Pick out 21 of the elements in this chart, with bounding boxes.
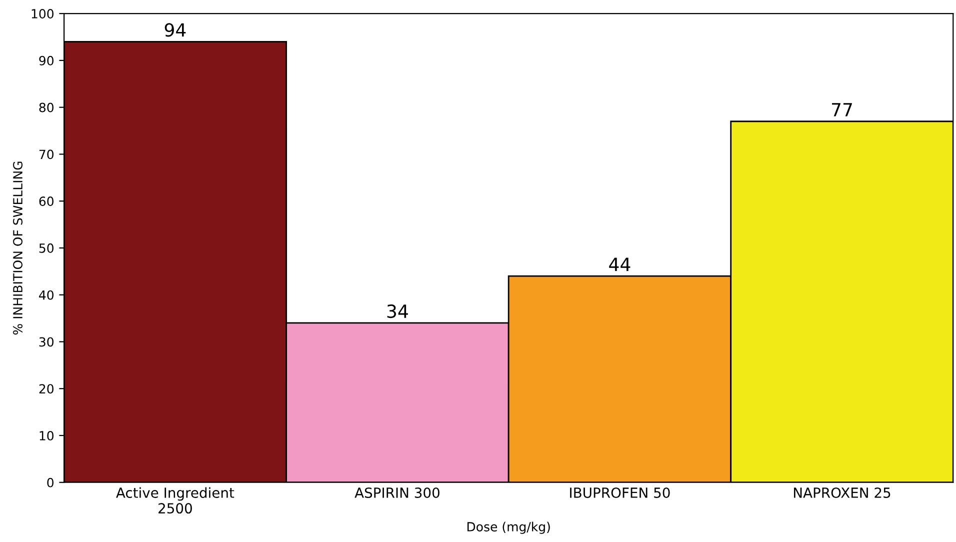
x-axis-title: Dose (mg/kg) xyxy=(467,522,550,534)
y-tick-label: 50 xyxy=(39,243,54,253)
x-tick-label: IBUPROFEN 50 xyxy=(570,487,670,498)
y-tick-label: 80 xyxy=(39,102,54,112)
y-tick-label: 10 xyxy=(40,430,54,440)
y-tick-label: 70 xyxy=(39,150,54,160)
y-tick-label: 60 xyxy=(39,196,54,206)
x-tick-label: NAPROXEN 25 xyxy=(794,487,890,498)
y-tick-label: 90 xyxy=(39,56,54,66)
data-label: 34 xyxy=(387,304,408,318)
data-label: 94 xyxy=(164,23,186,37)
y-tick-label: 100 xyxy=(32,9,54,18)
y-tick-label: 40 xyxy=(39,290,54,300)
y-axis-title: % INHIBITION OF SWELLING xyxy=(13,162,22,335)
x-tick-label: Active Ingredient 2500 xyxy=(116,487,234,514)
y-tick-label: 20 xyxy=(39,384,54,394)
data-label: 77 xyxy=(832,103,852,116)
y-tick-label: 0 xyxy=(47,478,54,488)
y-tick-label: 30 xyxy=(39,337,54,347)
x-tick-label: ASPIRIN 300 xyxy=(354,487,440,498)
data-label: 44 xyxy=(609,258,630,271)
